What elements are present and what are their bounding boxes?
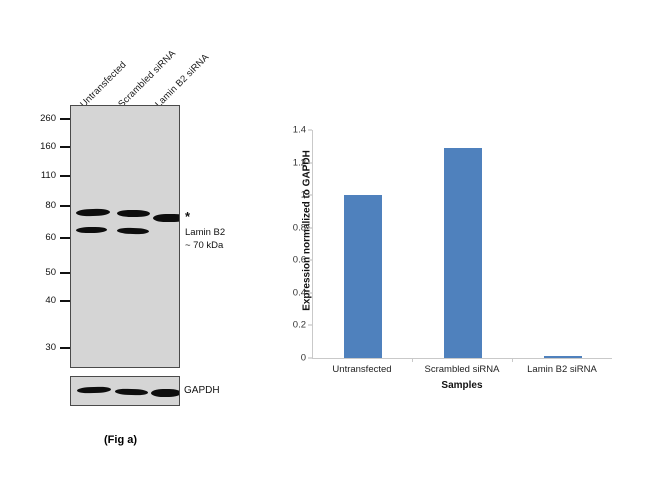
gapdh-band [150,388,179,397]
figure-a-western-blot: Untransfected Scrambled siRNA Lamin B2 s… [0,0,270,483]
y-axis-tick-label: 0 [300,352,306,364]
mw-marker-80: 80 [30,200,70,212]
y-axis-tick-mark [308,194,312,196]
blot-band [116,209,151,217]
bar-untransfected[interactable] [344,195,382,358]
blot-panel-lamin-b2 [70,105,180,368]
nonspecific-band-asterisk: * [185,209,191,224]
mw-marker-40: 40 [30,295,70,307]
x-axis-category-separator [412,358,413,362]
bar-scrambled-sirna[interactable] [444,147,482,358]
y-axis-tick-label: 0.6 [292,254,306,266]
y-axis-tick-mark [308,259,312,261]
y-axis-tick-mark [308,292,312,294]
blot-band [152,213,179,223]
mw-tick-icon [60,205,70,207]
mw-tick-icon [60,347,70,349]
gapdh-band [76,386,112,394]
x-axis-label-group: Untransfected Scrambled siRNA Lamin B2 siR… [312,364,612,380]
mw-marker-label: 260 [40,113,56,125]
mw-tick-icon [60,300,70,302]
y-axis-tick-label: 0.8 [292,221,306,233]
figure-b-bar-chart: Expression normalized to GAPDH 0 0.2 0.4 0.… [270,0,650,483]
y-axis-tick-mark [308,162,312,164]
chart-container: Expression normalized to GAPDH 0 0.2 0.4 0.… [278,125,623,391]
x-axis-tick-label: Untransfected [332,364,392,375]
mw-marker-label: 30 [45,342,56,354]
molecular-weight-ladder: 260 160 110 80 60 50 40 30 [30,105,70,370]
plot-area [312,130,612,358]
y-axis-tick-mark [308,129,312,131]
x-axis-title: Samples [441,380,483,391]
y-axis-tick-mark [308,357,312,359]
x-axis-tick-label: Lamin B2 siRNA [527,364,597,375]
y-axis-tick-mark [308,324,312,326]
mw-marker-260: 260 [30,113,70,125]
figure-a-caption: (Fig a) [104,434,137,446]
blot-panel-gapdh [70,376,180,406]
x-axis-baseline [312,358,612,359]
gapdh-band [114,388,149,396]
y-axis-tick-mark [308,227,312,229]
mw-marker-label: 110 [40,170,56,182]
mw-marker-label: 80 [45,200,56,212]
mw-marker-label: 160 [40,141,56,153]
target-name-label: Lamin B2 [185,227,226,238]
mw-marker-label: 40 [45,295,56,307]
blot-band [75,226,108,233]
target-size-label: ~ 70 kDa [185,239,224,251]
x-axis-tick-label: Scrambled siRNA [424,364,500,375]
mw-tick-icon [60,272,70,274]
y-axis-tick-label: 0.4 [292,287,306,299]
mw-marker-60: 60 [30,232,70,244]
gapdh-panel-label: GAPDH [184,385,220,396]
y-axis-tick-label: 1.4 [292,124,306,136]
mw-tick-icon [60,237,70,239]
target-band-annotation: Lamin B2 ~ 70 kDa [185,227,225,252]
mw-tick-icon [60,118,70,120]
lane-label-group: Untransfected Scrambled siRNA Lamin B2 s… [0,0,270,110]
blot-band [116,227,150,234]
x-axis-category-separator [512,358,513,362]
mw-tick-icon [60,175,70,177]
mw-marker-50: 50 [30,267,70,279]
mw-marker-label: 60 [45,232,56,244]
blot-band [75,208,111,216]
mw-marker-110: 110 [30,170,70,182]
y-axis-tick-label: 1.2 [292,156,306,168]
bar-lamin-b2-sirna[interactable] [544,355,582,358]
y-axis-tick-label: 0.2 [292,319,306,331]
y-axis-tick-label: 1 [300,189,306,201]
mw-marker-30: 30 [30,342,70,354]
y-axis-tick-group: 0 0.2 0.4 0.6 0.8 1 1.2 1.4 [278,125,312,362]
mw-tick-icon [60,146,70,148]
mw-marker-label: 50 [45,267,56,279]
mw-marker-160: 160 [30,141,70,153]
